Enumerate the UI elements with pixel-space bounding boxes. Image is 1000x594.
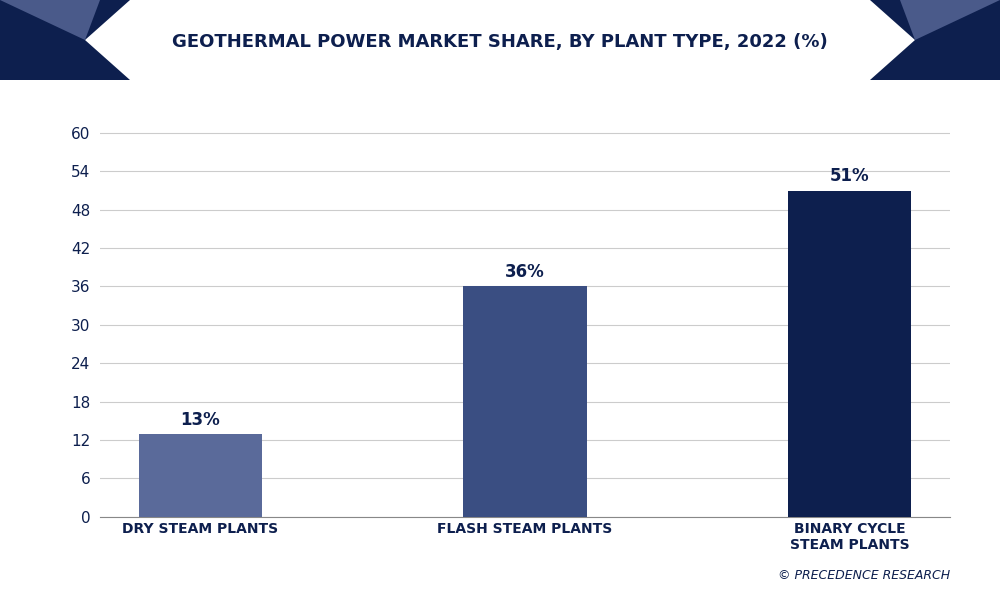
Text: GEOTHERMAL POWER MARKET SHARE, BY PLANT TYPE, 2022 (%): GEOTHERMAL POWER MARKET SHARE, BY PLANT … — [172, 33, 828, 50]
Polygon shape — [0, 0, 1000, 80]
Bar — [139, 434, 262, 517]
Text: © PRECEDENCE RESEARCH: © PRECEDENCE RESEARCH — [778, 569, 950, 582]
Polygon shape — [900, 0, 1000, 40]
Text: 36%: 36% — [505, 263, 545, 282]
Polygon shape — [0, 0, 100, 40]
Text: 51%: 51% — [830, 168, 869, 185]
Text: 13%: 13% — [180, 410, 220, 428]
Bar — [788, 191, 911, 517]
Bar — [463, 286, 587, 517]
Polygon shape — [85, 0, 915, 80]
